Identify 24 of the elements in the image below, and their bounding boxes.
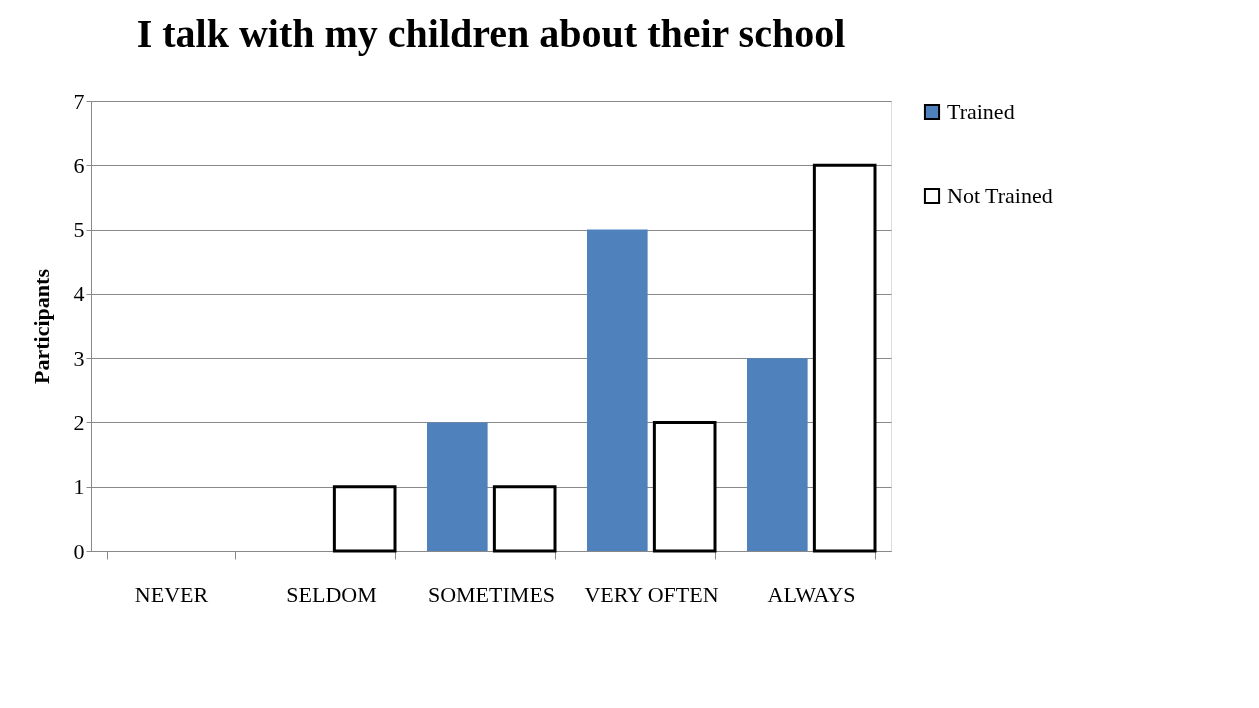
y-tick-label: 5 — [73, 217, 85, 243]
x-tick-label: SOMETIMES — [427, 581, 556, 607]
y-tick-label: 2 — [73, 409, 85, 435]
y-tick-label: 4 — [73, 281, 85, 307]
y-axis-title: Participants — [28, 268, 54, 384]
y-tick-label: 6 — [73, 152, 85, 178]
x-tick-label: VERY OFTEN — [584, 581, 719, 607]
bar — [427, 422, 488, 551]
y-tick-label: 0 — [73, 538, 85, 564]
bar — [747, 358, 808, 551]
y-tick-label: 1 — [73, 474, 85, 500]
x-tick-label: ALWAYS — [767, 581, 856, 607]
bar — [652, 420, 717, 553]
bar — [812, 163, 877, 553]
legend-label: Not Trained — [947, 183, 1053, 208]
x-tick-label: NEVER — [134, 581, 209, 607]
bar — [332, 485, 397, 553]
bar — [587, 229, 648, 551]
y-tick-label: 3 — [73, 345, 85, 371]
legend-label: Trained — [947, 99, 1015, 124]
y-tick-label: 7 — [73, 88, 85, 114]
bar — [492, 485, 557, 553]
x-tick-label: SELDOM — [286, 581, 377, 607]
chart-title: I talk with my children about their school — [136, 11, 846, 56]
